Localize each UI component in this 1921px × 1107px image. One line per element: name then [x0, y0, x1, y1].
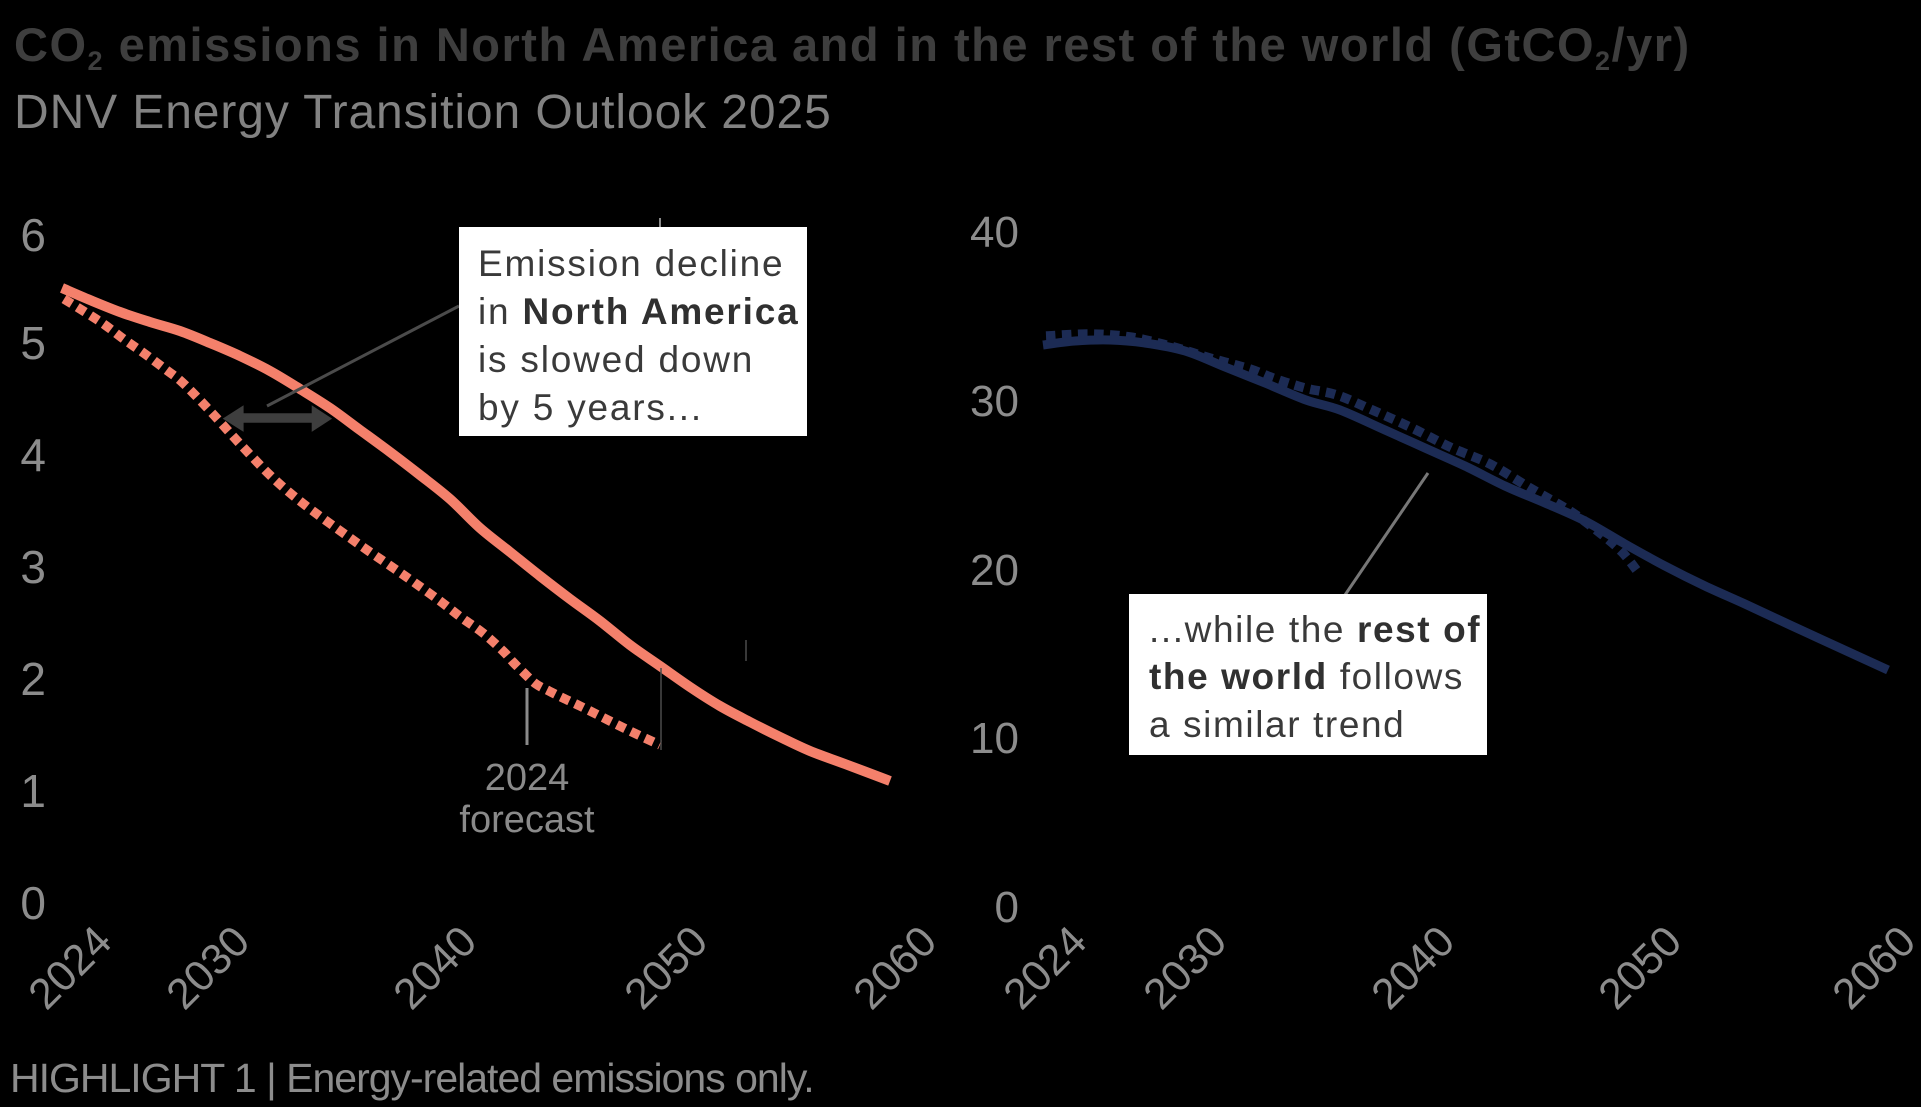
- svg-text:6: 6: [20, 209, 46, 261]
- svg-text:Emission decline: Emission decline: [478, 243, 784, 284]
- svg-text:DNV Energy Transition Outlook: DNV Energy Transition Outlook 2025: [14, 86, 832, 139]
- svg-text:in North America: in North America: [478, 291, 799, 332]
- svg-text:3: 3: [20, 541, 46, 593]
- svg-text:is slowed down: is slowed down: [478, 339, 754, 380]
- svg-text:2: 2: [20, 653, 46, 705]
- svg-text:10: 10: [970, 714, 1019, 763]
- svg-text:CO2 emissions in North America: CO2 emissions in North America and in th…: [14, 18, 1691, 76]
- svg-text:HIGHLIGHT 1 | Energy-related e: HIGHLIGHT 1 | Energy-related emissions o…: [10, 1055, 814, 1101]
- svg-text:20: 20: [970, 546, 1019, 595]
- svg-text:0: 0: [995, 883, 1019, 932]
- svg-text:30: 30: [970, 377, 1019, 426]
- svg-text:5: 5: [20, 317, 46, 369]
- svg-text:4: 4: [20, 429, 46, 481]
- svg-text:a similar trend: a similar trend: [1149, 704, 1405, 745]
- svg-text:0: 0: [20, 877, 46, 929]
- svg-text:by 5 years...: by 5 years...: [478, 387, 703, 428]
- svg-text:1: 1: [20, 765, 46, 817]
- svg-text:40: 40: [970, 208, 1019, 257]
- svg-text:...while the rest of: ...while the rest of: [1149, 609, 1481, 650]
- svg-text:forecast: forecast: [459, 799, 595, 841]
- svg-text:the world follows: the world follows: [1149, 656, 1464, 697]
- svg-text:2024: 2024: [485, 757, 570, 799]
